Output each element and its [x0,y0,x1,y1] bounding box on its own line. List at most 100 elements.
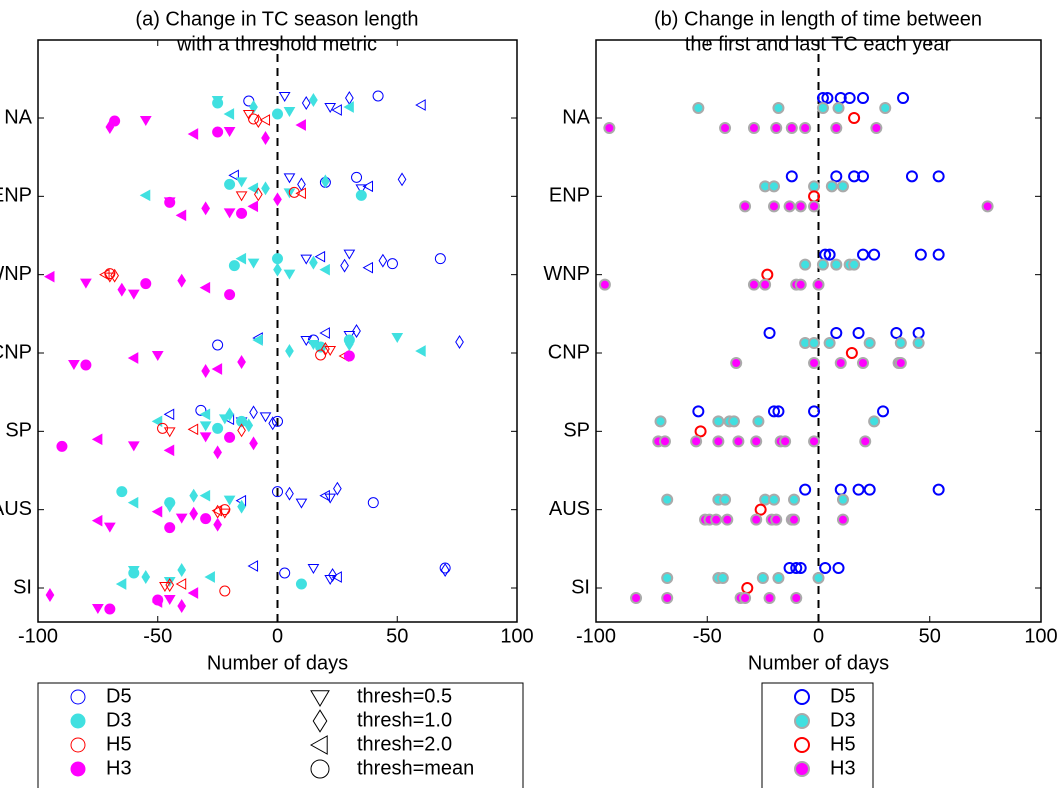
legend-label: D3 [106,709,132,731]
data-point [189,506,199,521]
data-point [772,572,785,584]
data-point [309,255,318,270]
data-point [295,498,308,509]
data-point [127,441,140,452]
data-point [45,588,55,602]
data-point [355,189,367,201]
data-point [912,337,925,349]
data-point [164,497,176,509]
data-point [331,571,342,583]
data-point [228,260,240,272]
data-point [391,333,404,343]
data-point [812,572,825,584]
data-point [247,182,259,195]
data-point [285,344,294,358]
data-point [747,278,760,291]
data-point [830,258,843,271]
data-point [235,177,248,188]
data-point [870,122,883,134]
data-point [730,357,743,369]
data-point [351,171,363,183]
data-point [658,435,671,448]
data-point [768,493,780,506]
data-point [799,483,812,496]
data-point [859,435,872,448]
data-point [213,517,222,532]
data-point [189,488,199,503]
data-point [211,504,223,517]
data-point [151,505,163,518]
legend-label: D3 [830,709,856,731]
data-point [455,335,464,349]
x-tick-label: 50 [919,625,941,647]
data-point [272,486,283,498]
data-point [863,483,876,496]
y-tick-label: AUS [0,498,32,520]
data-point [770,513,783,526]
data-point [914,248,927,261]
data-point [223,108,235,120]
data-point [857,92,869,104]
data-point [750,435,763,448]
y-tick-label: ENP [0,185,32,207]
y-tick-label: WNP [0,263,32,285]
data-point [127,496,139,509]
x-tick-label: 0 [813,625,824,647]
data-point [324,575,337,585]
data-point [754,503,767,516]
data-point [195,404,207,416]
data-point [343,101,354,113]
data-point [224,289,236,301]
data-point [785,122,798,134]
legend-marker [794,737,810,753]
x-axis-label: Number of days [748,652,889,674]
data-point [199,421,212,432]
data-point [761,268,774,281]
data-point [834,483,847,496]
data-point [879,102,892,114]
data-point [314,250,326,263]
data-point [177,599,187,613]
legend-label: thresh=mean [357,757,474,779]
data-point [836,180,849,193]
data-point [603,122,616,134]
data-point [981,200,994,213]
data-point [863,337,876,349]
data-point [163,577,176,587]
data-point [175,578,187,590]
y-tick-label: SP [563,420,590,442]
data-point [788,513,801,526]
data-point [772,102,785,114]
data-point [857,248,869,261]
data-point [785,170,798,183]
data-point [211,363,223,375]
data-point [247,560,259,572]
data-point [249,436,258,451]
legend-label: H3 [830,757,856,779]
data-point [712,415,725,428]
data-point [165,578,175,592]
data-point [661,493,674,506]
data-point [199,281,211,294]
data-point [163,444,175,457]
data-point [868,248,881,261]
x-tick-label: 100 [500,625,533,647]
data-point [273,262,282,277]
x-tick-label: 100 [1024,625,1057,647]
data-point [439,562,451,574]
chart-title: (a) Change in TC season length [135,8,418,30]
data-point [692,102,705,114]
data-point [834,357,847,369]
data-point [799,122,812,134]
data-point [897,92,910,104]
data-point [228,169,239,182]
data-point [808,435,821,448]
data-point [816,258,829,271]
data-point [763,592,776,604]
legend-marker [794,689,810,705]
legend-marker [312,709,328,733]
data-point [321,174,330,189]
data-point [115,578,127,590]
legend-marker [794,761,810,777]
